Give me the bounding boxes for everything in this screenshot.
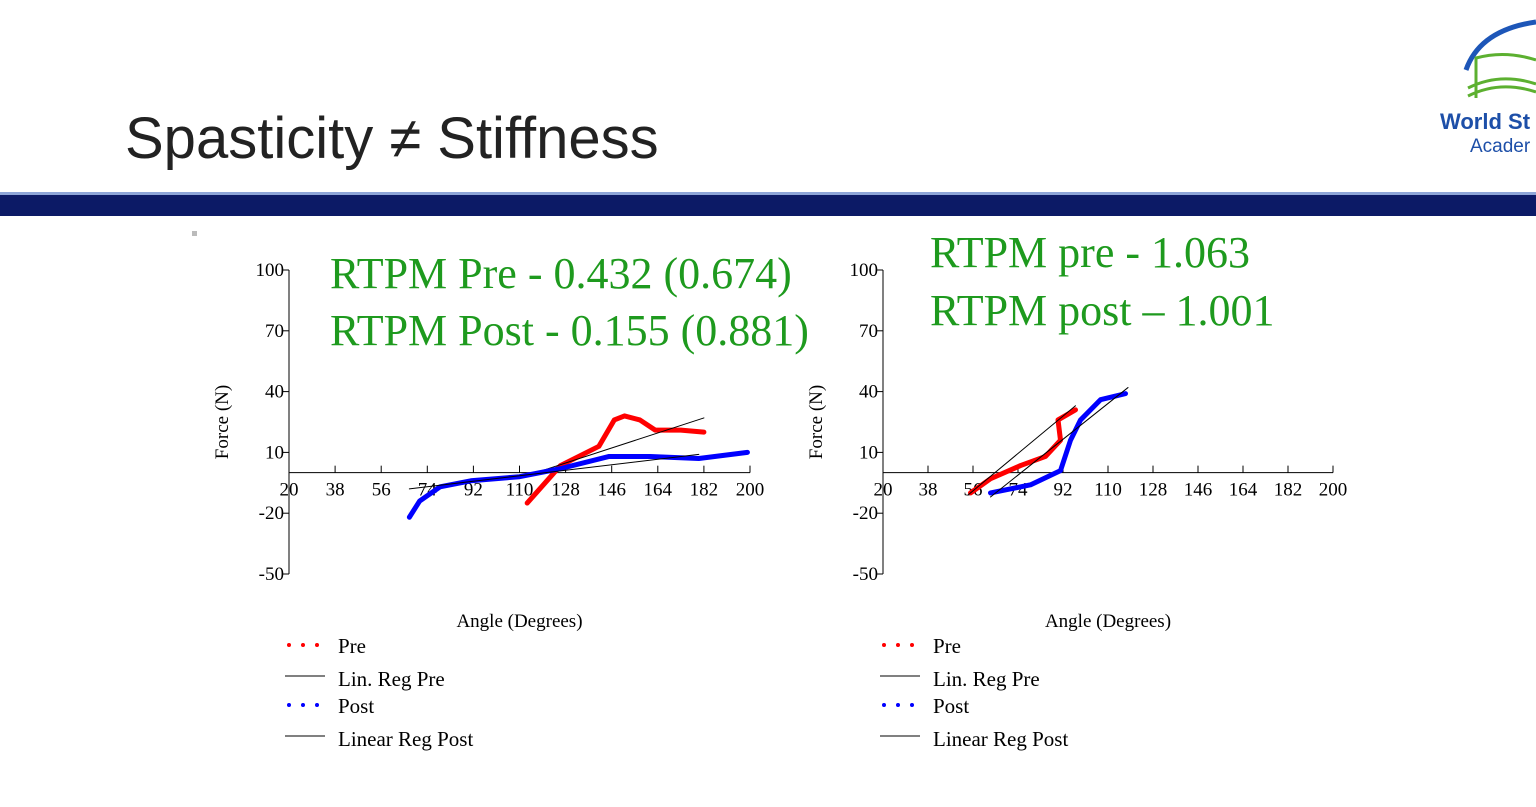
title-band: [0, 195, 1536, 216]
x-tick-label: 128: [551, 480, 580, 501]
legend-marker: [287, 703, 291, 707]
legend-label: Lin. Reg Pre: [338, 667, 445, 691]
annotation: RTPM pre - 1.063: [930, 228, 1250, 277]
x-tick-label: 38: [919, 480, 938, 501]
y-tick-label: 100: [256, 260, 285, 281]
logo-arc: [1463, 19, 1536, 71]
x-tick-label: 110: [506, 480, 534, 501]
legend-label: Pre: [933, 634, 961, 658]
legend-marker: [910, 643, 914, 647]
x-tick-label: 74: [418, 480, 438, 501]
y-tick-label: 70: [859, 321, 878, 342]
data-points: [988, 391, 1128, 496]
x-tick-label: 182: [690, 480, 719, 501]
y-tick-label: 70: [265, 321, 284, 342]
legend-marker: [882, 643, 886, 647]
x-tick-label: 20: [874, 480, 893, 501]
x-tick-label: 92: [1054, 480, 1073, 501]
x-axis-label: Angle (Degrees): [456, 611, 582, 632]
x-tick-label: 38: [326, 480, 345, 501]
x-tick-label: 146: [597, 480, 626, 501]
legend-marker: [315, 703, 319, 707]
x-axis-label: Angle (Degrees): [1045, 611, 1171, 632]
legend-label: Pre: [338, 634, 366, 658]
logo-text: World St: [1440, 109, 1531, 134]
legend-label: Post: [338, 694, 374, 718]
legend-marker: [287, 643, 291, 647]
y-tick-label: -20: [259, 503, 284, 524]
legend-marker: [910, 703, 914, 707]
legend-marker: [882, 703, 886, 707]
regression-line: [967, 405, 1076, 496]
legend-marker: [896, 643, 900, 647]
x-tick-label: 164: [1229, 480, 1258, 501]
legend-marker: [896, 703, 900, 707]
legend-label: Linear Reg Post: [338, 727, 473, 751]
y-tick-label: 40: [859, 382, 878, 403]
y-tick-label: -50: [259, 564, 284, 585]
x-tick-label: 128: [1139, 480, 1168, 501]
y-tick-label: -50: [853, 564, 878, 585]
x-tick-label: 200: [736, 480, 765, 501]
bullet: [192, 231, 197, 236]
logo: World St Acader: [1440, 19, 1536, 157]
x-tick-label: 56: [372, 480, 391, 501]
x-tick-label: 164: [644, 480, 673, 501]
y-tick-label: 10: [265, 442, 284, 463]
legend-marker: [301, 643, 305, 647]
annotation: RTPM Pre - 0.432 (0.674): [330, 249, 792, 298]
legend-marker: [301, 703, 305, 707]
annotation: RTPM post – 1.001: [930, 286, 1275, 335]
data-points: [524, 413, 707, 506]
y-tick-label: -20: [853, 503, 878, 524]
legend-label: Lin. Reg Pre: [933, 667, 1040, 691]
y-axis-label: Force (N): [806, 385, 827, 459]
regression-line: [529, 417, 705, 476]
regression-line: [408, 453, 700, 490]
annotation: RTPM Post - 0.155 (0.881): [330, 306, 809, 355]
x-tick-label: 200: [1319, 480, 1348, 501]
band-highlight: [0, 192, 1536, 195]
x-tick-label: 182: [1274, 480, 1303, 501]
y-tick-label: 10: [859, 442, 878, 463]
legend-label: Linear Reg Post: [933, 727, 1068, 751]
regression-line: [990, 387, 1129, 498]
charts: -50 -20 10 40 70 100 20 38 56 74 92 110 128 146 164 182…: [212, 228, 1347, 751]
y-tick-label: 40: [265, 382, 284, 403]
x-tick-label: 110: [1094, 480, 1122, 501]
x-tick-label: 92: [464, 480, 483, 501]
chart: -50 -20 10 40 70 100 20 38 56 74 92 110 128 146 164 182…: [212, 249, 809, 751]
logo-text: Acader: [1470, 136, 1531, 157]
legend-label: Post: [933, 694, 969, 718]
logo-book: [1467, 53, 1536, 98]
x-tick-label: 20: [280, 480, 299, 501]
legend-marker: [315, 643, 319, 647]
y-tick-label: 100: [850, 260, 879, 281]
x-tick-label: 146: [1184, 480, 1213, 501]
y-axis-label: Force (N): [212, 385, 233, 459]
slide-title: Spasticity ≠ Stiffness: [125, 106, 659, 171]
